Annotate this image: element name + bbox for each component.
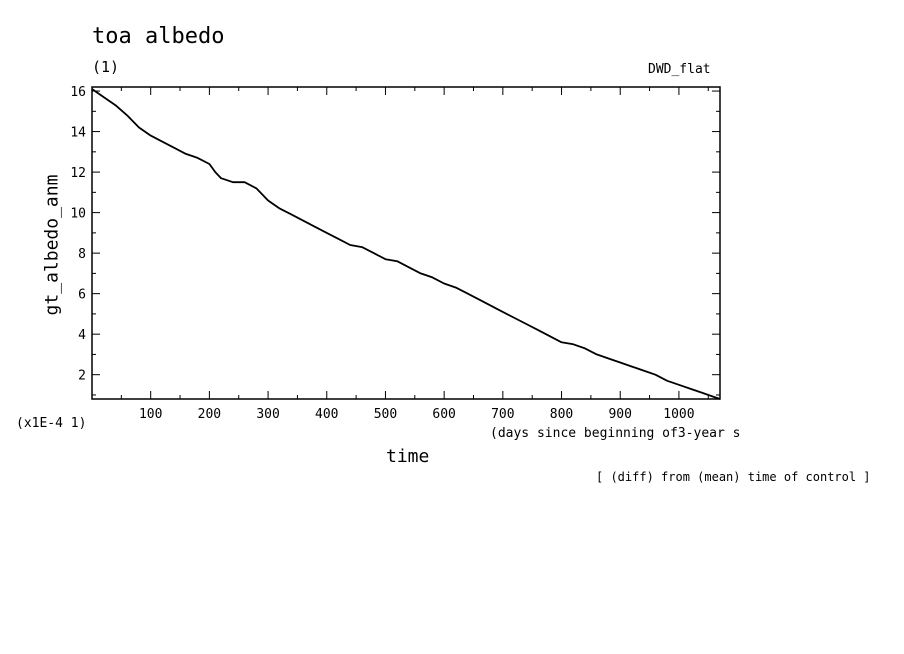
x-tick-label: 700	[491, 407, 514, 422]
run-label: DWD_flat	[648, 62, 711, 77]
y-tick-label: 4	[78, 328, 86, 343]
x-tick-label: 300	[256, 407, 279, 422]
x-tick-label: 400	[315, 407, 338, 422]
unit-label: (1)	[92, 58, 120, 76]
x-tick-label: 800	[550, 407, 573, 422]
chart-title: toa albedo	[92, 24, 225, 49]
y-tick-label: 2	[78, 369, 86, 384]
x-tick-label: 200	[198, 407, 221, 422]
axes: 100 200 300 400 500 600 700 800 900 1000 2 4 6 8 10 12 1…	[70, 85, 721, 422]
footnote: [ (diff) from (mean) time of control ]	[596, 470, 871, 484]
x-tick-label: 100	[139, 407, 162, 422]
y-tick-label: 16	[70, 85, 86, 100]
plot-frame	[91, 86, 721, 400]
x-tick-label: 600	[432, 407, 455, 422]
series-group	[91, 88, 721, 400]
scale-label: (x1E-4 1)	[16, 416, 87, 431]
y-tick-label: 10	[70, 207, 86, 222]
series-line	[91, 88, 721, 400]
x-unit-label: (days since beginning of3-year s	[490, 426, 741, 441]
y-tick-label: 8	[78, 247, 86, 262]
y-tick-label: 12	[70, 166, 86, 181]
x-tick-label: 500	[374, 407, 397, 422]
x-tick-label: 900	[608, 407, 631, 422]
x-axis-label: time	[386, 446, 430, 467]
x-tick-label: 1000	[663, 407, 694, 422]
y-tick-label: 14	[70, 126, 86, 141]
y-tick-label: 6	[78, 288, 86, 303]
